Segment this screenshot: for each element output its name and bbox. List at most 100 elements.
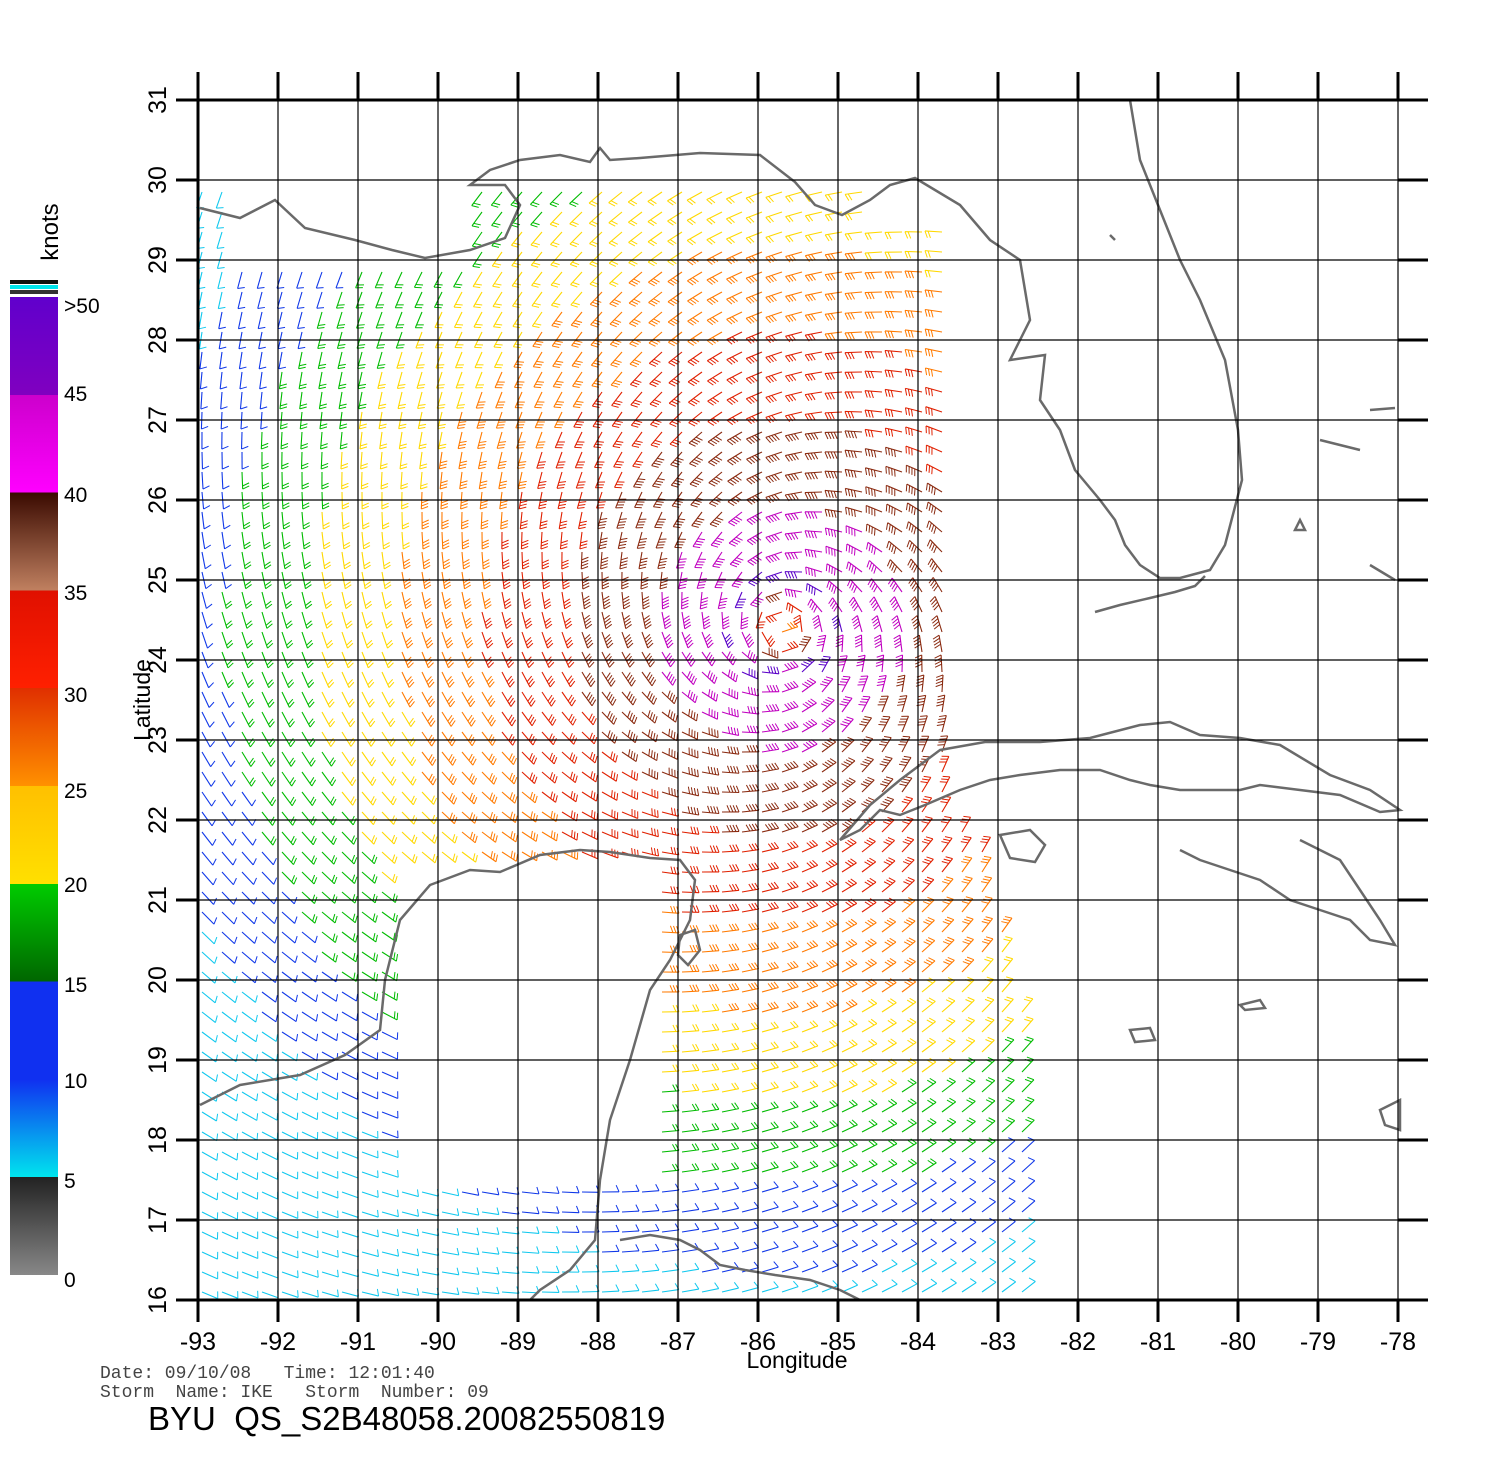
- wind-barb-feather: [891, 563, 895, 571]
- wind-barb-feather: [965, 1019, 973, 1024]
- wind-barb-feather: [651, 827, 653, 836]
- wind-barb: [421, 1191, 439, 1197]
- wind-barb-feather: [443, 561, 450, 567]
- wind-barb-feather: [627, 729, 631, 738]
- wind-barb: [601, 731, 616, 744]
- wind-barb-feather: [848, 757, 856, 762]
- wind-barb-feather: [944, 918, 952, 923]
- wind-barb: [926, 463, 943, 473]
- wind-barb-feather: [407, 678, 414, 686]
- wind-barb-feather: [713, 748, 717, 756]
- wind-barb: [710, 531, 723, 546]
- wind-barb: [201, 1251, 218, 1260]
- wind-barb: [261, 931, 276, 944]
- wind-barb-feather: [824, 527, 828, 536]
- wind-barb-feather: [328, 737, 334, 745]
- wind-barb-feather: [731, 1063, 737, 1070]
- wind-barb-feather: [849, 797, 856, 803]
- wind-barb: [692, 531, 703, 547]
- wind-barb-feather: [583, 614, 590, 621]
- wind-barb-feather: [342, 522, 350, 527]
- wind-barb-feather: [768, 496, 774, 503]
- wind-barb-feather: [830, 471, 835, 479]
- wind-barb-feather: [440, 480, 448, 484]
- wind-barb-feather: [561, 565, 569, 570]
- wind-barb: [501, 1271, 520, 1275]
- wind-barb: [361, 811, 374, 826]
- wind-barb-feather: [469, 717, 475, 724]
- wind-barb: [708, 471, 723, 484]
- wind-barb-feather: [932, 634, 940, 640]
- wind-barb-feather: [812, 880, 819, 886]
- wind-barb-feather: [936, 703, 944, 707]
- wind-barb-feather: [504, 617, 511, 623]
- wind-barb-feather: [669, 985, 674, 993]
- wind-barb-feather: [868, 1120, 875, 1126]
- wind-barb-feather: [947, 936, 955, 941]
- wind-barb-feather: [687, 806, 691, 814]
- wind-barb: [921, 818, 933, 833]
- wind-barb-feather: [556, 1226, 560, 1234]
- wind-barb-feather: [410, 720, 416, 727]
- wind-barb-feather: [246, 640, 253, 646]
- wind-barb: [621, 1270, 640, 1273]
- wind-barb: [821, 802, 837, 813]
- wind-barb: [541, 1271, 560, 1274]
- wind-barb-feather: [729, 844, 734, 852]
- wind-barb-feather: [1008, 1197, 1016, 1202]
- wind-barb: [461, 531, 464, 550]
- wind-barb-feather: [984, 998, 992, 1003]
- wind-barb: [832, 597, 843, 613]
- wind-barb-feather: [933, 604, 940, 611]
- wind-barb-feather: [464, 584, 471, 590]
- wind-barb-feather: [711, 1143, 717, 1150]
- wind-barb-feather: [456, 1208, 460, 1216]
- wind-barb: [241, 811, 253, 826]
- wind-barb-feather: [824, 490, 828, 498]
- wind-barb-feather: [809, 1101, 816, 1108]
- wind-barb: [341, 831, 355, 845]
- wind-barb: [694, 551, 703, 568]
- wind-barb-feather: [692, 502, 700, 506]
- wind-barb-feather: [748, 844, 754, 851]
- wind-barb-feather: [659, 560, 667, 564]
- wind-barb: [381, 1231, 399, 1237]
- wind-barb-feather: [840, 723, 848, 727]
- wind-barb-feather: [537, 486, 545, 490]
- wind-barb-feather: [871, 545, 874, 554]
- wind-barb-feather: [551, 754, 556, 762]
- wind-barb-feather: [286, 623, 293, 629]
- wind-barb: [501, 551, 504, 570]
- wind-barb-feather: [774, 723, 780, 731]
- wind-barb: [921, 1262, 937, 1273]
- wind-barb-feather: [731, 707, 733, 716]
- wind-barb-feather: [709, 924, 714, 932]
- wind-barb-feather: [341, 482, 349, 487]
- wind-barb-feather: [907, 1079, 915, 1085]
- wind-barb-feather: [878, 677, 886, 681]
- wind-barb: [901, 1041, 917, 1053]
- wind-barb-feather: [790, 921, 796, 928]
- wind-barb-feather: [668, 787, 670, 795]
- wind-barb-feather: [771, 763, 777, 770]
- wind-barb-feather: [431, 739, 436, 747]
- wind-barb-feather: [249, 777, 255, 784]
- wind-barb: [321, 991, 337, 1002]
- wind-barb-feather: [793, 980, 799, 987]
- wind-barb-feather: [352, 933, 356, 941]
- wind-barb: [721, 691, 738, 700]
- wind-barb-feather: [626, 655, 632, 663]
- wind-barb-feather: [767, 943, 773, 950]
- wind-barb: [881, 901, 896, 913]
- wind-barb: [221, 531, 226, 549]
- wind-barb-feather: [672, 1024, 677, 1032]
- wind-barb-feather: [423, 564, 431, 570]
- wind-barb-feather: [550, 810, 553, 819]
- wind-barb-feather: [712, 845, 717, 853]
- wind-barb-feather: [897, 703, 905, 706]
- wind-barb: [881, 1163, 898, 1173]
- wind-barb-feather: [926, 501, 929, 510]
- wind-barb-feather: [568, 678, 574, 685]
- wind-barb-feather: [556, 1206, 560, 1214]
- wind-barb-feather: [851, 583, 856, 591]
